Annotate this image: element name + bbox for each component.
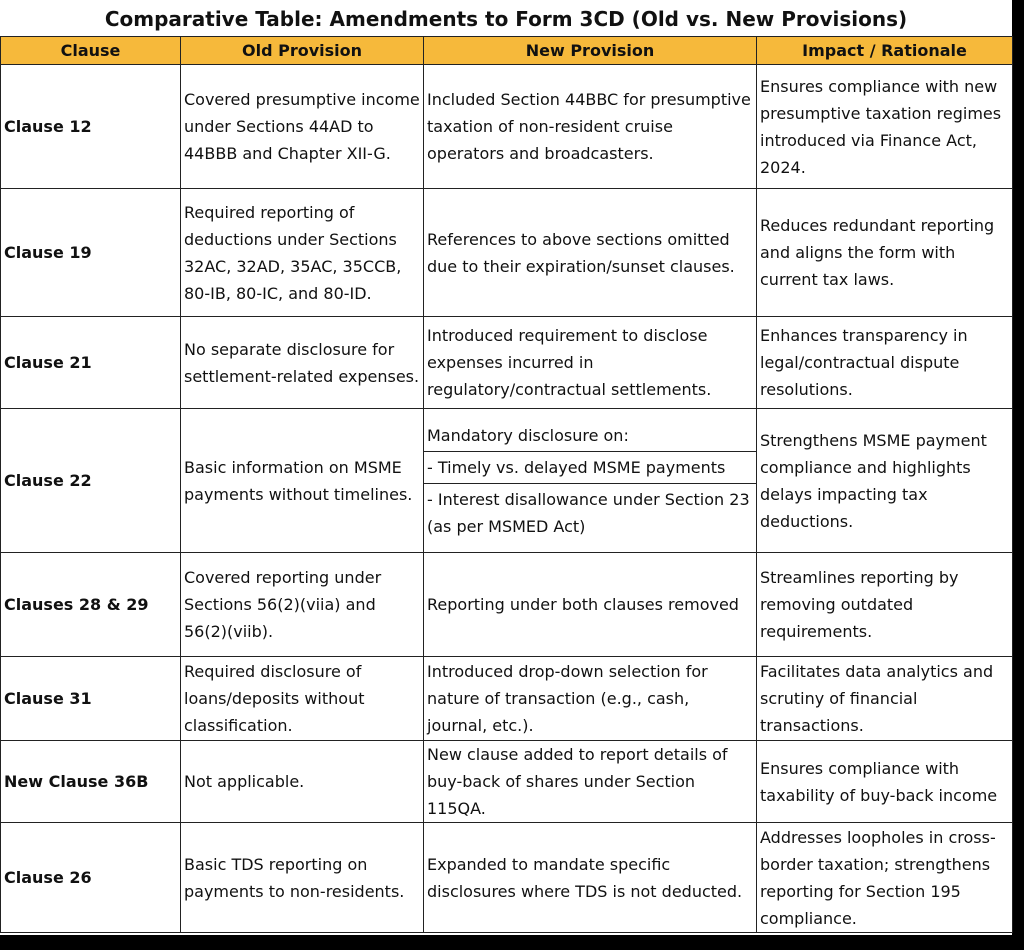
- old-provision-cell: Basic TDS reporting on payments to non-r…: [180, 822, 424, 933]
- table-row: Clause 21 No separate disclosure for sett…: [0, 316, 1013, 409]
- table-row: New Clause 36B Not applicable. New clause …: [0, 740, 1013, 823]
- table-body: Clause 12 Covered presumptive income unde…: [0, 64, 1013, 933]
- impact-cell: Streamlines reporting by removing outdat…: [756, 552, 1013, 657]
- new-provision-cell: Introduced drop-down selection for natur…: [423, 656, 757, 741]
- new-provision-cell: Reporting under both clauses removed: [423, 552, 757, 657]
- new-provision-cell: Included Section 44BBC for presumptive t…: [423, 64, 757, 189]
- old-provision-cell: Covered reporting under Sections 56(2)(v…: [180, 552, 424, 657]
- table-row: Clause 12 Covered presumptive income unde…: [0, 64, 1013, 189]
- old-provision-cell: Covered presumptive income under Section…: [180, 64, 424, 189]
- table-row: Clauses 28 & 29 Covered reporting under S…: [0, 552, 1013, 657]
- comparison-table: Clause Old Provision New Provision Impac…: [0, 36, 1013, 933]
- column-header: New Provision: [423, 36, 757, 65]
- clause-cell: Clause 21: [0, 316, 181, 409]
- table-row: Clause 22 Basic information on MSME payme…: [0, 408, 1013, 553]
- clause-cell: Clause 31: [0, 656, 181, 741]
- impact-cell: Strengthens MSME payment compliance and …: [756, 408, 1013, 553]
- table-row: Clause 19 Required reporting of deduction…: [0, 188, 1013, 317]
- title: Comparative Table: Amendments to Form 3C…: [104, 7, 908, 31]
- column-header: Old Provision: [180, 36, 424, 65]
- old-provision-cell: Not applicable.: [180, 740, 424, 823]
- table-row: Clause 31 Required disclosure of loans/de…: [0, 656, 1013, 741]
- clause-cell: New Clause 36B: [0, 740, 181, 823]
- new-provision-cell: References to above sections omitted due…: [423, 188, 757, 317]
- new-provision-line: - Interest disallowance under Section 23…: [424, 482, 756, 542]
- new-provision-cell: Mandatory disclosure on: - Timely vs. del…: [423, 408, 757, 553]
- new-provision-cell: Expanded to mandate specific disclosures…: [423, 822, 757, 933]
- impact-cell: Facilitates data analytics and scrutiny …: [756, 656, 1013, 741]
- impact-cell: Ensures compliance with taxability of bu…: [756, 740, 1013, 823]
- document: Comparative Table: Amendments to Form 3C…: [0, 0, 1013, 935]
- old-provision-cell: No separate disclosure for settlement-re…: [180, 316, 424, 409]
- old-provision-cell: Required reporting of deductions under S…: [180, 188, 424, 317]
- table-row: Clause 26 Basic TDS reporting on payments…: [0, 822, 1013, 933]
- header-row: Clause Old Provision New Provision Impac…: [0, 36, 1013, 65]
- clause-cell: Clause 22: [0, 408, 181, 553]
- new-provision-cell: Introduced requirement to disclose expen…: [423, 316, 757, 409]
- clause-cell: Clause 19: [0, 188, 181, 317]
- impact-cell: Reduces redundant reporting and aligns t…: [756, 188, 1013, 317]
- clause-cell: Clauses 28 & 29: [0, 552, 181, 657]
- old-provision-cell: Basic information on MSME payments witho…: [180, 408, 424, 553]
- clause-cell: Clause 26: [0, 822, 181, 933]
- impact-cell: Ensures compliance with new presumptive …: [756, 64, 1013, 189]
- impact-cell: Addresses loopholes in cross-border taxa…: [756, 822, 1013, 933]
- new-provision-cell: New clause added to report details of bu…: [423, 740, 757, 823]
- column-header: Clause: [0, 36, 181, 65]
- new-provision-line: - Timely vs. delayed MSME payments: [424, 450, 756, 483]
- clause-cell: Clause 12: [0, 64, 181, 189]
- column-header: Impact / Rationale: [756, 36, 1013, 65]
- impact-cell: Enhances transparency in legal/contractu…: [756, 316, 1013, 409]
- new-provision-line: Mandatory disclosure on:: [427, 425, 629, 445]
- old-provision-cell: Required disclosure of loans/deposits wi…: [180, 656, 424, 741]
